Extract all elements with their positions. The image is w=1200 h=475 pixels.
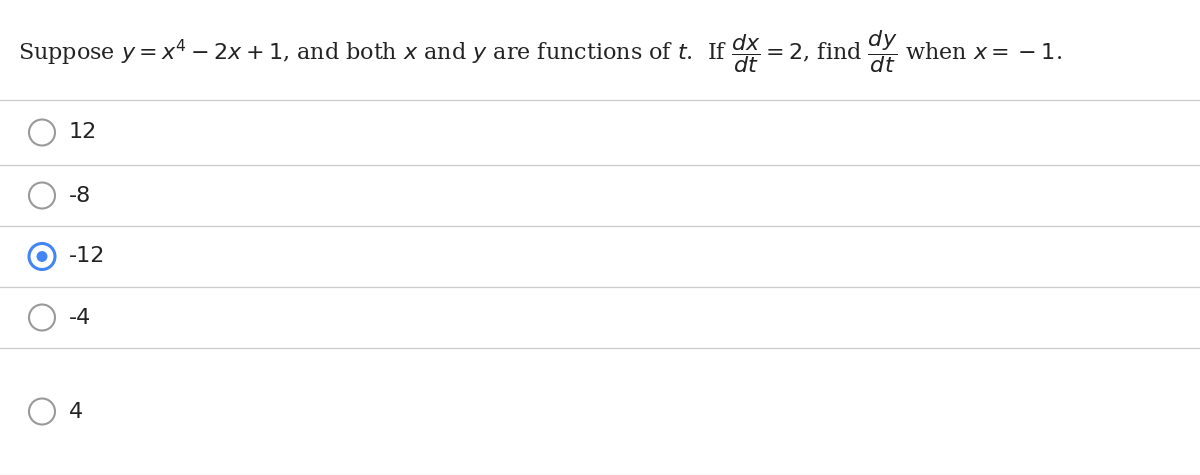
Text: -4: -4 <box>70 307 91 327</box>
Text: Suppose $y = x^4 - 2x + 1$, and both $x$ and $y$ are functions of $t$.  If $\dfr: Suppose $y = x^4 - 2x + 1$, and both $x$… <box>18 28 1062 76</box>
Text: 12: 12 <box>70 123 97 142</box>
Text: -8: -8 <box>70 186 91 206</box>
Circle shape <box>36 251 48 262</box>
Text: 4: 4 <box>70 401 83 421</box>
Text: -12: -12 <box>70 247 106 266</box>
